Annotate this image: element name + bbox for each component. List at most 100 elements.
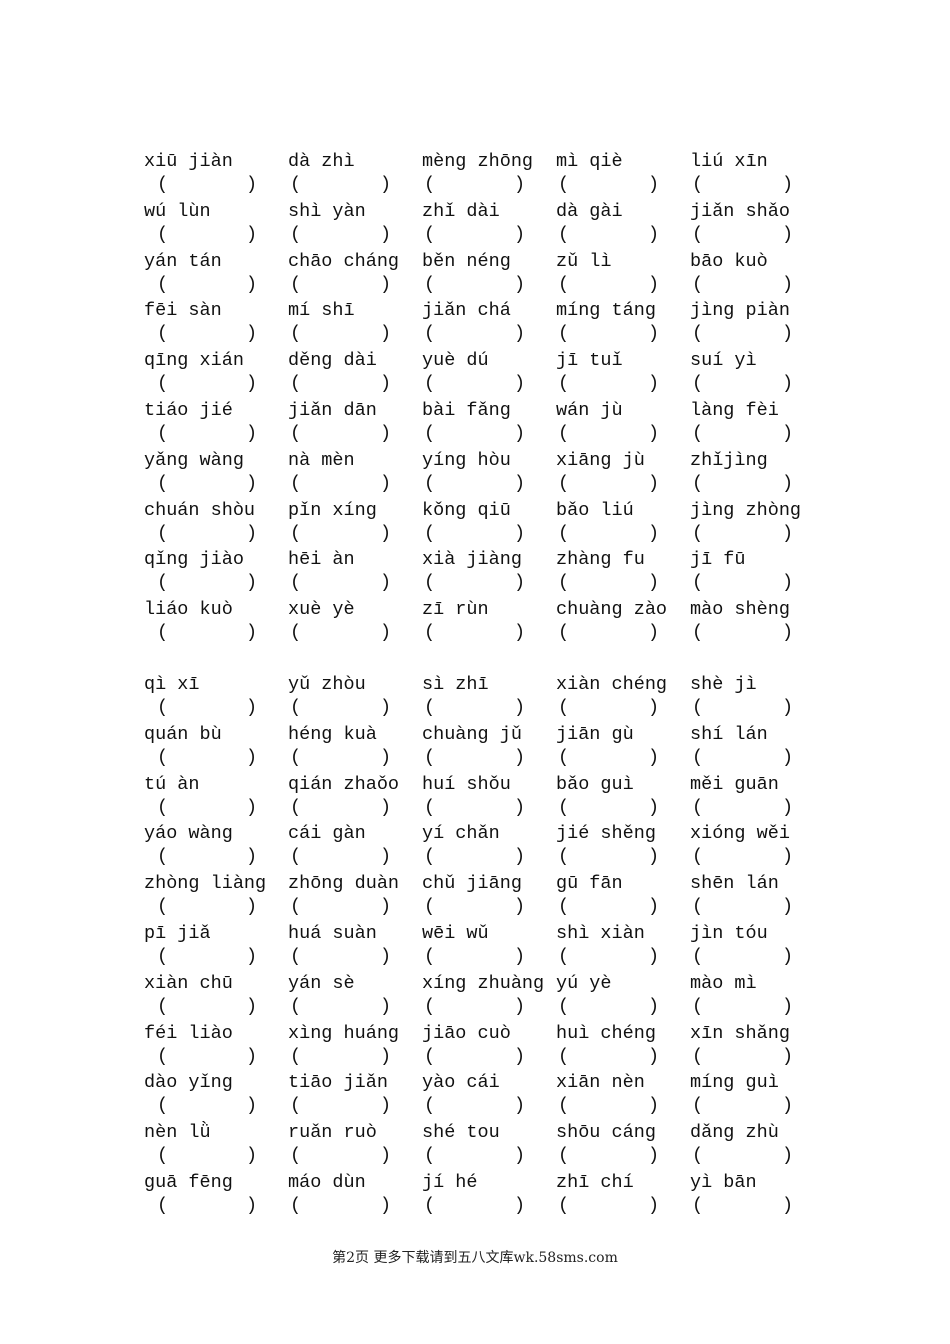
answer-blank-open-paren: ( [157,946,169,967]
answer-blank-close-paren: ) [246,522,258,544]
answer-blank-open-paren: ( [157,796,169,818]
answer-blank-close-paren: ) [782,995,794,1017]
pinyin-word: dǎng zhù [690,1122,779,1144]
answer-blank-close-paren: ) [648,273,660,295]
answer-blank-close-paren: ) [514,746,526,768]
pinyin-word: mí shī [288,300,355,322]
pinyin-word: kǒng qiū [422,499,511,521]
pinyin-word: zhòng liàng [144,873,267,895]
answer-blank-close-paren: ) [246,1095,258,1117]
answer-blank-close-paren: ) [246,423,258,444]
pinyin-word: jiǎn shǎo [690,200,790,222]
answer-blank-close-paren: ) [246,697,258,718]
answer-blank-open-paren: ( [424,746,436,768]
answer-blank-open-paren: ( [424,423,436,444]
answer-blank-open-paren: ( [290,1095,302,1117]
answer-blank-open-paren: ( [157,174,169,195]
answer-blank-close-paren: ) [514,572,526,594]
answer-blank-open-paren: ( [692,1045,704,1067]
answer-blank-close-paren: ) [514,323,526,345]
answer-blank-close-paren: ) [380,846,392,868]
answer-blank-open-paren: ( [424,323,436,345]
answer-blank-open-paren: ( [558,796,570,818]
answer-blank-close-paren: ) [246,896,258,918]
answer-blank-close-paren: ) [648,946,660,967]
answer-blank-close-paren: ) [648,223,660,245]
answer-blank-close-paren: ) [648,622,660,644]
pinyin-word: xiàn chéng [556,674,668,695]
answer-blank-open-paren: ( [692,1195,704,1216]
answer-blank-open-paren: ( [424,1045,436,1067]
answer-blank-close-paren: ) [246,946,258,967]
pinyin-word: yuè dú [422,350,489,372]
answer-blank-open-paren: ( [424,1195,436,1216]
pinyin-word: qì xī [144,674,200,695]
answer-blank-open-paren: ( [692,373,704,395]
answer-blank-close-paren: ) [782,572,794,594]
answer-blank-open-paren: ( [558,522,570,544]
pinyin-word: nèn lǜ [144,1122,211,1144]
pinyin-word: xīn shǎng [690,1022,790,1044]
answer-blank-close-paren: ) [648,1045,660,1067]
answer-blank-open-paren: ( [558,1095,570,1117]
answer-blank-open-paren: ( [692,1145,704,1167]
answer-blank-open-paren: ( [558,995,570,1017]
pinyin-word: chuàng jǔ [422,723,522,745]
answer-blank-close-paren: ) [380,273,392,295]
answer-blank-open-paren: ( [424,622,436,644]
answer-blank-close-paren: ) [246,472,258,494]
pinyin-word: liú xīn [690,151,768,172]
pinyin-word: guā fēng [144,1172,233,1193]
pinyin-word: quán bù [144,723,222,745]
pinyin-word: yǔ zhòu [288,674,366,695]
pinyin-word: wú lùn [144,200,211,222]
answer-blank-open-paren: ( [558,174,570,195]
pinyin-word: zhàng fu [556,549,645,571]
answer-blank-close-paren: ) [514,1195,526,1216]
answer-blank-open-paren: ( [558,1195,570,1216]
pinyin-word: yú yè [556,972,612,994]
answer-blank-close-paren: ) [782,1095,794,1117]
answer-blank-close-paren: ) [648,423,660,444]
pinyin-word: bǎo liú [556,499,634,521]
answer-blank-open-paren: ( [692,472,704,494]
answer-blank-close-paren: ) [514,697,526,718]
pinyin-word: běn néng [422,250,511,272]
answer-blank-close-paren: ) [246,572,258,594]
answer-blank-open-paren: ( [558,423,570,444]
answer-blank-close-paren: ) [246,995,258,1017]
answer-blank-open-paren: ( [692,323,704,345]
answer-blank-open-paren: ( [157,472,169,494]
pinyin-word: dào yǐng [144,1072,233,1094]
pinyin-word: shēn lán [690,873,779,895]
pinyin-word: shé tou [422,1122,500,1144]
answer-blank-open-paren: ( [290,1195,302,1216]
answer-blank-open-paren: ( [424,273,436,295]
answer-blank-close-paren: ) [246,174,258,195]
answer-blank-open-paren: ( [558,1145,570,1167]
answer-blank-open-paren: ( [157,522,169,544]
answer-blank-close-paren: ) [514,373,526,395]
answer-blank-open-paren: ( [290,522,302,544]
answer-blank-open-paren: ( [157,423,169,444]
answer-blank-close-paren: ) [514,896,526,918]
pinyin-word: pǐn xíng [288,499,377,521]
answer-blank-open-paren: ( [290,174,302,195]
answer-blank-close-paren: ) [648,174,660,195]
pinyin-word: mào mì [690,972,757,994]
pinyin-word: huì chéng [556,1022,656,1044]
answer-blank-open-paren: ( [424,846,436,868]
answer-blank-open-paren: ( [157,1195,169,1216]
answer-blank-close-paren: ) [648,1145,660,1167]
pinyin-word: yì bān [690,1172,757,1193]
answer-blank-open-paren: ( [290,846,302,868]
answer-blank-open-paren: ( [424,1095,436,1117]
pinyin-word: xiū jiàn [144,151,233,172]
answer-blank-close-paren: ) [782,373,794,395]
answer-blank-close-paren: ) [514,273,526,295]
answer-blank-close-paren: ) [246,796,258,818]
pinyin-word: huí shǒu [422,773,511,795]
answer-blank-close-paren: ) [246,273,258,295]
answer-blank-open-paren: ( [558,1045,570,1067]
answer-blank-open-paren: ( [558,896,570,918]
